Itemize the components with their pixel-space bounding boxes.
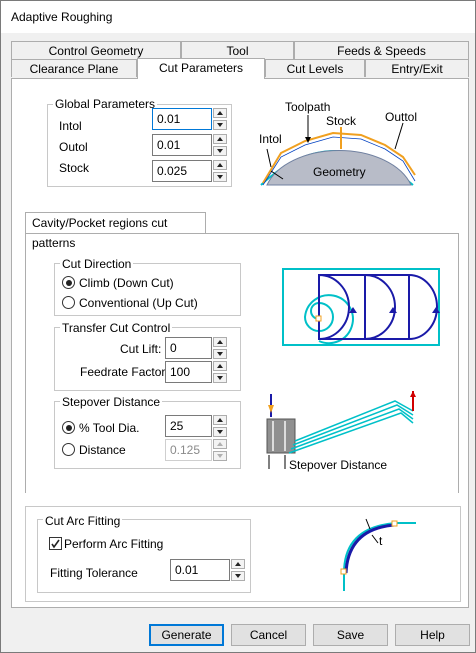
distance-label[interactable]: Distance	[79, 443, 126, 457]
cut-pattern-diagram	[282, 268, 440, 346]
tool-dia-label[interactable]: % Tool Dia.	[79, 421, 140, 435]
cut-direction-label: Cut Direction	[60, 257, 134, 271]
tab-feeds-speeds[interactable]: Feeds & Speeds	[294, 41, 469, 59]
conventional-label[interactable]: Conventional (Up Cut)	[79, 296, 198, 310]
stepover-group-label: Stepover Distance	[60, 395, 163, 409]
fitting-tolerance-label: Fitting Tolerance	[50, 566, 138, 580]
outol-field[interactable]	[152, 134, 212, 156]
tool-dia-field[interactable]	[165, 415, 212, 437]
stepover-diagram: Stepover Distance	[266, 391, 416, 472]
climb-radio[interactable]	[62, 276, 75, 289]
window-title: Adaptive Roughing	[11, 10, 113, 24]
intol-field[interactable]	[152, 108, 212, 130]
cavity-section	[25, 233, 459, 493]
tab-cut-parameters[interactable]: Cut Parameters	[137, 58, 265, 79]
cancel-button[interactable]: Cancel	[231, 624, 306, 646]
stepover-diagram-label: Stepover Distance	[289, 458, 387, 472]
stock-field[interactable]	[152, 160, 212, 182]
conventional-radio[interactable]	[62, 296, 75, 309]
cut-lift-label: Cut Lift:	[120, 342, 162, 356]
tool-dia-spinner[interactable]	[213, 415, 227, 437]
title-bar[interactable]: Adaptive Roughing	[1, 1, 475, 33]
feedrate-label: Feedrate Factor:	[80, 365, 169, 379]
global-parameters-label: Global Parameters	[53, 97, 158, 111]
generate-button[interactable]: Generate	[149, 624, 224, 646]
fitting-tolerance-field[interactable]	[170, 559, 230, 581]
perform-arc-fitting-checkbox[interactable]	[49, 537, 62, 550]
climb-label[interactable]: Climb (Down Cut)	[79, 276, 174, 290]
arc-fitting-group	[37, 519, 251, 593]
outol-spinner[interactable]	[213, 134, 227, 156]
tab-tool[interactable]: Tool	[181, 41, 294, 59]
cut-lift-spinner[interactable]	[213, 337, 227, 359]
arc-fitting-label: Cut Arc Fitting	[43, 514, 123, 528]
intol-diagram-label: Intol	[259, 132, 282, 146]
perform-arc-fitting-label[interactable]: Perform Arc Fitting	[64, 537, 164, 551]
toolpath-label: Toolpath	[285, 100, 330, 114]
intol-label: Intol	[59, 119, 82, 133]
arc-fitting-diagram: t	[340, 518, 416, 591]
fitting-tolerance-spinner[interactable]	[231, 559, 245, 581]
distance-field[interactable]	[165, 439, 212, 461]
distance-spinner[interactable]	[213, 439, 227, 461]
tab-cut-levels[interactable]: Cut Levels	[265, 59, 365, 77]
distance-radio[interactable]	[62, 443, 75, 456]
tab-clearance-plane[interactable]: Clearance Plane	[11, 59, 137, 77]
cut-lift-field[interactable]	[165, 337, 212, 359]
help-button[interactable]: Help	[395, 624, 470, 646]
feedrate-field[interactable]	[165, 361, 212, 383]
tool-dia-radio[interactable]	[62, 421, 75, 434]
tab-entry-exit[interactable]: Entry/Exit	[365, 59, 469, 77]
stock-spinner[interactable]	[213, 160, 227, 182]
tolerance-diagram: Toolpath Stock Outtol Intol Geometry	[259, 100, 417, 186]
tab-control-geometry[interactable]: Control Geometry	[11, 41, 181, 59]
outol-label: Outol	[59, 140, 88, 154]
geometry-label: Geometry	[313, 165, 366, 179]
arc-fitting-section	[25, 506, 461, 602]
t-label: t	[379, 534, 383, 548]
stock-label: Stock	[59, 161, 90, 175]
intol-spinner[interactable]	[213, 108, 227, 130]
feedrate-spinner[interactable]	[213, 361, 227, 383]
transfer-cut-label: Transfer Cut Control	[60, 321, 173, 335]
outtol-label: Outtol	[385, 110, 417, 124]
cut-direction-group	[54, 263, 241, 316]
stock-diagram-label: Stock	[326, 114, 357, 128]
save-button[interactable]: Save	[313, 624, 388, 646]
cavity-tab-label: Cavity/Pocket regions cut patterns	[25, 212, 206, 250]
